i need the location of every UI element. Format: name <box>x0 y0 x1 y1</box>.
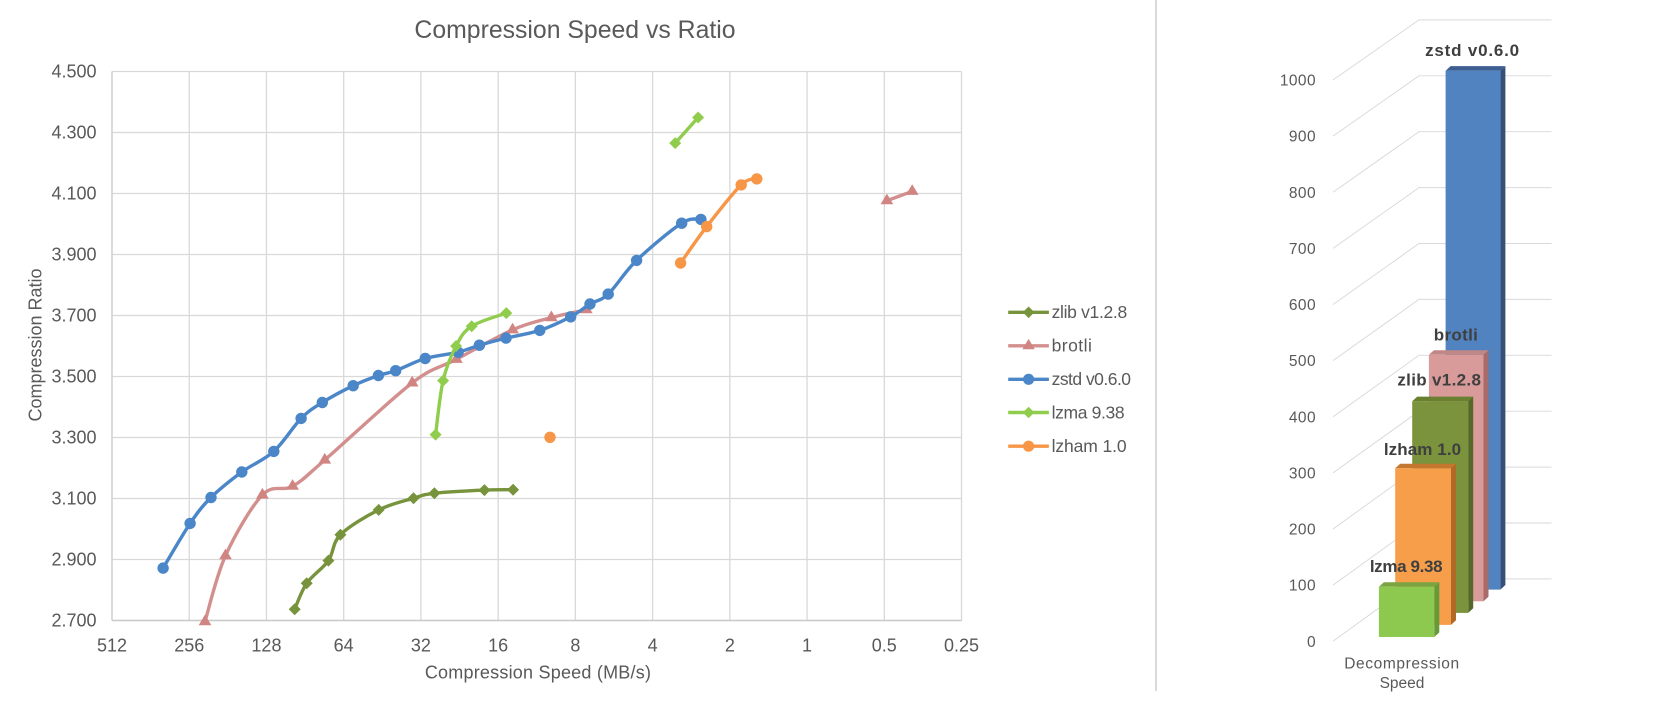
svg-text:900: 900 <box>1289 129 1316 146</box>
svg-text:500: 500 <box>1289 353 1316 370</box>
svg-text:600: 600 <box>1289 297 1316 314</box>
svg-text:Compression Speed (MB/s): Compression Speed (MB/s) <box>425 663 651 683</box>
svg-text:700: 700 <box>1289 241 1316 258</box>
svg-text:16: 16 <box>488 636 508 656</box>
svg-text:zstd v0.6.0: zstd v0.6.0 <box>1425 41 1520 60</box>
svg-text:zlib v1.2.8: zlib v1.2.8 <box>1052 302 1127 322</box>
svg-text:1000: 1000 <box>1280 73 1316 90</box>
svg-text:32: 32 <box>411 636 431 656</box>
svg-text:lzma 9.38: lzma 9.38 <box>1370 557 1442 576</box>
svg-text:Speed: Speed <box>1380 675 1425 692</box>
svg-text:2.900: 2.900 <box>51 550 96 570</box>
svg-text:128: 128 <box>251 636 281 656</box>
svg-text:brotli: brotli <box>1434 326 1478 345</box>
svg-text:2.700: 2.700 <box>51 611 96 631</box>
svg-text:4.500: 4.500 <box>51 62 96 82</box>
svg-text:300: 300 <box>1289 465 1316 482</box>
svg-text:64: 64 <box>334 636 354 656</box>
svg-text:lzma 9.38: lzma 9.38 <box>1052 402 1125 422</box>
svg-text:4.300: 4.300 <box>51 123 96 143</box>
svg-text:800: 800 <box>1289 185 1316 202</box>
svg-text:Compression Speed vs Ratio: Compression Speed vs Ratio <box>414 17 735 44</box>
svg-text:zlib v1.2.8: zlib v1.2.8 <box>1397 371 1481 390</box>
svg-text:lzham 1.0: lzham 1.0 <box>1052 436 1127 456</box>
svg-text:3.100: 3.100 <box>51 489 96 509</box>
svg-text:lzham 1.0: lzham 1.0 <box>1384 440 1461 459</box>
svg-text:3.500: 3.500 <box>51 367 96 387</box>
svg-text:3.700: 3.700 <box>51 306 96 326</box>
svg-text:256: 256 <box>174 636 204 656</box>
svg-text:0.25: 0.25 <box>944 636 979 656</box>
svg-text:zstd v0.6.0: zstd v0.6.0 <box>1052 369 1132 389</box>
svg-text:3.300: 3.300 <box>51 428 96 448</box>
svg-text:400: 400 <box>1289 409 1316 426</box>
svg-text:200: 200 <box>1289 522 1316 539</box>
svg-text:4.100: 4.100 <box>51 184 96 204</box>
svg-text:Compression Ratio: Compression Ratio <box>26 268 46 421</box>
svg-text:100: 100 <box>1289 578 1316 595</box>
svg-text:1: 1 <box>802 636 812 656</box>
svg-text:4: 4 <box>648 636 658 656</box>
svg-text:3.900: 3.900 <box>51 245 96 265</box>
svg-text:2: 2 <box>725 636 735 656</box>
svg-text:brotli: brotli <box>1052 336 1093 356</box>
svg-text:Decompression: Decompression <box>1344 656 1459 673</box>
svg-text:0: 0 <box>1307 634 1316 651</box>
svg-text:0.5: 0.5 <box>872 636 897 656</box>
svg-text:8: 8 <box>570 636 580 656</box>
svg-text:512: 512 <box>97 636 127 656</box>
